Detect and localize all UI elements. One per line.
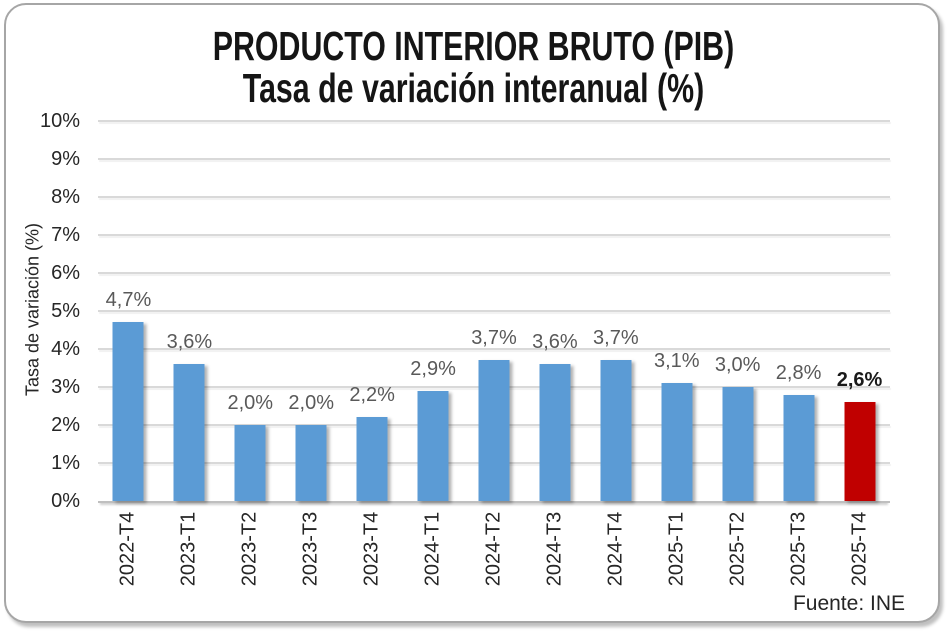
x-axis-labels: 2022-T4 2023-T1 2023-T2 2023-T3 2023-T4 2024-… — [98, 505, 890, 593]
y-axis-tick-label: 1% — [51, 452, 80, 474]
y-axis-tick-labels: 0% 1% 2% 3% 4% 5% 6% 7% 8% 9% 10% — [0, 0, 80, 632]
gridline — [98, 272, 890, 274]
x-axis-label: 2025-T3 — [787, 511, 810, 587]
x-axis-label: 2024-T3 — [543, 511, 566, 587]
x-axis-label-cell: 2024-T3 — [524, 505, 585, 593]
x-axis-label: 2023-T2 — [238, 511, 261, 587]
chart-title: PRODUCTO INTERIOR BRUTO (PIB) — [212, 23, 735, 69]
y-axis-tick-label: 7% — [51, 224, 80, 246]
bar-cell: 3,0% — [707, 121, 768, 501]
bar-2023-T4 — [356, 417, 388, 501]
bar-cell: 2,0% — [281, 121, 342, 501]
x-axis-label-cell: 2025-T2 — [707, 505, 768, 593]
bar-2025-T2 — [722, 387, 754, 501]
y-axis-tick-label: 2% — [51, 414, 80, 436]
gridline — [98, 158, 890, 160]
bar-value-label: 3,1% — [653, 350, 700, 373]
gridline — [98, 310, 890, 312]
bar-2024-T1 — [417, 390, 449, 501]
bar-value-label: 4,7% — [105, 289, 152, 312]
bar-cell: 3,1% — [646, 121, 707, 501]
chart-frame — [4, 3, 940, 623]
bar-cell: 3,6% — [159, 121, 220, 501]
y-axis-tick-label: 3% — [51, 376, 80, 398]
bar-2024-T2 — [478, 360, 510, 501]
bar-2025-T3 — [783, 394, 815, 501]
bar-value-label: 2,6% — [836, 369, 883, 392]
x-axis-label: 2024-T1 — [421, 511, 444, 587]
bar-series: 4,7% 3,6% 2,0% 2,0% 2,2% 2,9% 3,7% 3,6% 3,7% 3,1%… — [98, 121, 890, 501]
x-axis-label-cell: 2025-T3 — [768, 505, 829, 593]
x-axis-label-cell: 2025-T4 — [829, 505, 890, 593]
y-axis-tick-label: 0% — [51, 490, 80, 512]
y-axis-tick-label: 5% — [51, 300, 80, 322]
bar-value-label: 2,2% — [349, 384, 395, 407]
x-axis-label: 2025-T2 — [726, 511, 749, 587]
y-axis-tick-label: 10% — [39, 110, 80, 132]
bar-2023-T1 — [173, 364, 205, 501]
bar-2023-T2 — [234, 425, 266, 501]
bar-cell: 2,6% — [829, 121, 890, 501]
bar-cell: 2,2% — [342, 121, 403, 501]
x-axis-label-cell: 2024-T2 — [464, 505, 525, 593]
plot-area: 4,7% 3,6% 2,0% 2,0% 2,2% 2,9% 3,7% 3,6% 3,7% 3,1%… — [98, 120, 890, 503]
bar-cell: 3,7% — [464, 121, 525, 501]
gridline — [98, 234, 890, 236]
bar-2023-T3 — [295, 425, 327, 501]
bar-cell: 2,0% — [220, 121, 281, 501]
gridline — [98, 348, 890, 350]
bar-value-label: 2,9% — [410, 357, 456, 380]
bar-cell: 3,6% — [524, 121, 585, 501]
gridline — [98, 120, 890, 122]
x-axis-label-cell: 2022-T4 — [98, 505, 159, 593]
gridline — [98, 196, 890, 198]
bar-value-label: 3,6% — [166, 331, 213, 354]
bar-2024-T3 — [539, 364, 571, 501]
chart-subtitle: Tasa de variación interanual (%) — [242, 65, 705, 111]
source-note: Fuente: INE — [792, 592, 905, 615]
bar-value-label: 2,0% — [227, 392, 274, 414]
x-axis-label: 2022-T4 — [116, 511, 139, 587]
bar-value-label: 3,0% — [714, 354, 761, 376]
bar-cell: 3,7% — [585, 121, 646, 501]
bar-cell: 2,8% — [768, 121, 829, 501]
bar-2025-T1 — [661, 383, 693, 501]
bar-2025-T4 — [844, 402, 876, 501]
x-axis-label-cell: 2023-T3 — [281, 505, 342, 593]
x-axis-label-cell: 2023-T2 — [220, 505, 281, 593]
x-axis-label-cell: 2023-T1 — [159, 505, 220, 593]
x-axis-label-cell: 2024-T4 — [585, 505, 646, 593]
x-axis-label: 2024-T4 — [604, 511, 627, 587]
x-axis-label: 2025-T4 — [848, 511, 871, 587]
x-axis-label-cell: 2025-T1 — [646, 505, 707, 593]
bar-value-label: 3,7% — [593, 327, 639, 350]
bar-cell: 4,7% — [98, 121, 159, 501]
x-axis-label: 2025-T1 — [665, 511, 688, 587]
y-axis-tick-label: 9% — [51, 148, 80, 170]
bar-2022-T4 — [112, 322, 144, 501]
bar-value-label: 2,8% — [775, 361, 822, 384]
bar-value-label: 3,6% — [532, 331, 578, 354]
bar-cell: 2,9% — [403, 121, 464, 501]
bar-value-label: 3,7% — [471, 327, 517, 350]
x-axis-label: 2024-T2 — [482, 511, 505, 587]
bar-value-label: 2,0% — [288, 392, 335, 414]
chart-title-block: PRODUCTO INTERIOR BRUTO (PIB) Tasa de va… — [0, 25, 947, 109]
bar-2024-T4 — [600, 360, 632, 501]
x-axis-label-cell: 2024-T1 — [403, 505, 464, 593]
x-axis-label: 2023-T1 — [177, 511, 200, 587]
y-axis-tick-label: 6% — [51, 262, 80, 284]
y-axis-tick-label: 8% — [51, 186, 80, 208]
x-axis-label: 2023-T3 — [299, 511, 322, 587]
y-axis-tick-label: 4% — [51, 338, 80, 360]
x-axis-label-cell: 2023-T4 — [342, 505, 403, 593]
x-axis-label: 2023-T4 — [360, 511, 383, 587]
